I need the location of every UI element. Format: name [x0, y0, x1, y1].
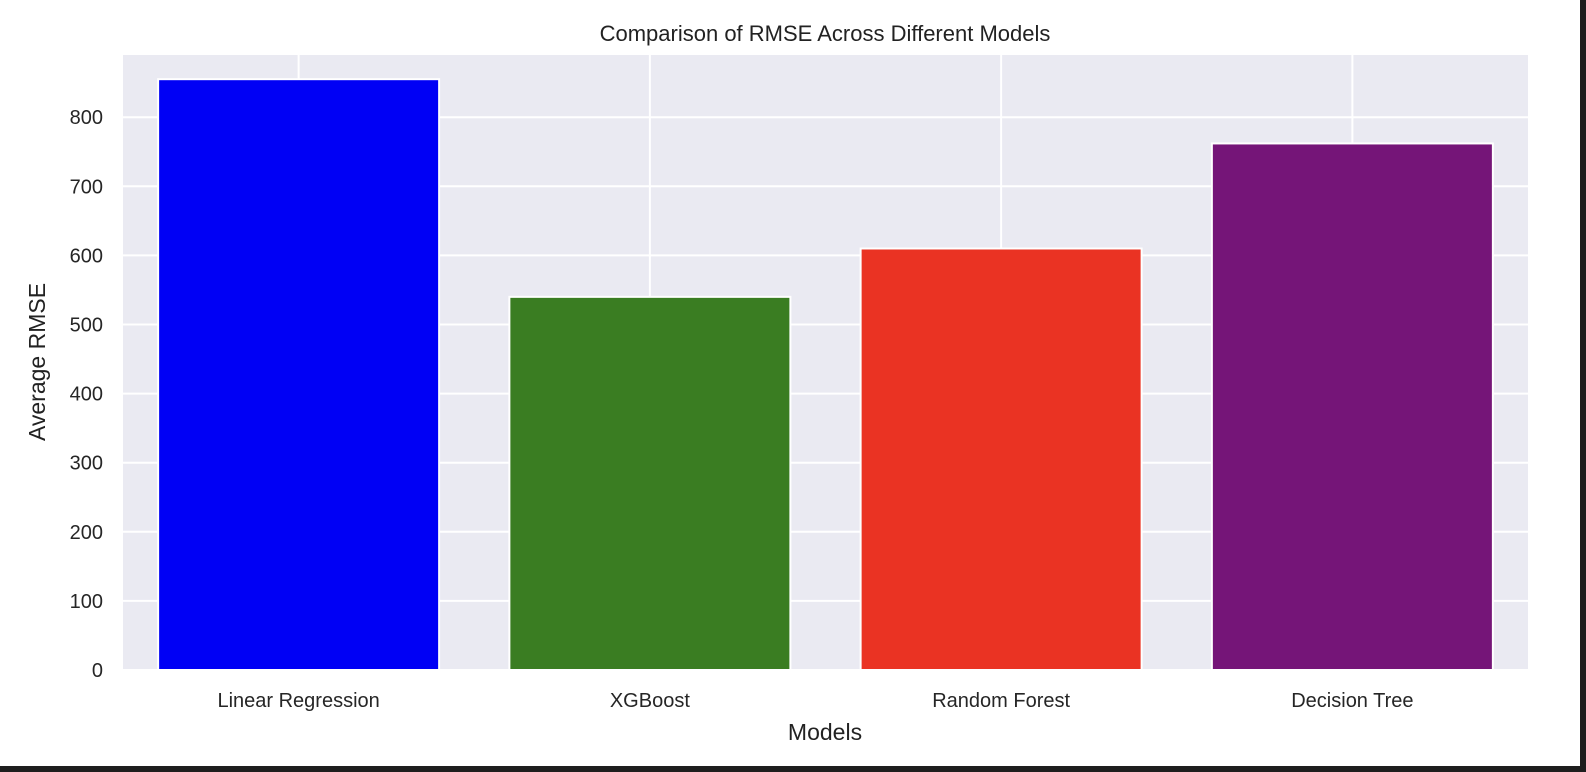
y-tick-label: 0	[92, 660, 103, 682]
y-tick-labels: 0 100 200 300 400 500 600 700 800	[70, 107, 103, 682]
y-tick-label: 100	[70, 591, 103, 613]
bars	[157, 78, 1494, 672]
y-tick-label: 800	[70, 107, 103, 129]
y-tick-label: 400	[70, 384, 103, 406]
y-tick-label: 600	[70, 245, 103, 267]
y-tick-label: 700	[70, 176, 103, 198]
x-tick-label: Random Forest	[932, 690, 1070, 712]
x-tick-label: Linear Regression	[217, 690, 379, 712]
bar-xgboost	[508, 295, 792, 671]
bar-random-forest	[859, 247, 1143, 671]
bar-linear-regression	[157, 78, 441, 672]
y-tick-label: 300	[70, 453, 103, 475]
y-tick-label: 200	[70, 522, 103, 544]
y-tick-label: 500	[70, 314, 103, 336]
x-axis-label: Models	[788, 719, 862, 745]
x-tick-label: XGBoost	[610, 690, 690, 712]
x-tick-label: Decision Tree	[1291, 690, 1413, 712]
bar-decision-tree	[1210, 142, 1494, 671]
y-axis-label: Average RMSE	[24, 283, 50, 441]
x-tick-labels: Linear Regression XGBoost Random Forest Dec…	[217, 690, 1413, 712]
chart-title: Comparison of RMSE Across Different Mode…	[600, 21, 1051, 46]
